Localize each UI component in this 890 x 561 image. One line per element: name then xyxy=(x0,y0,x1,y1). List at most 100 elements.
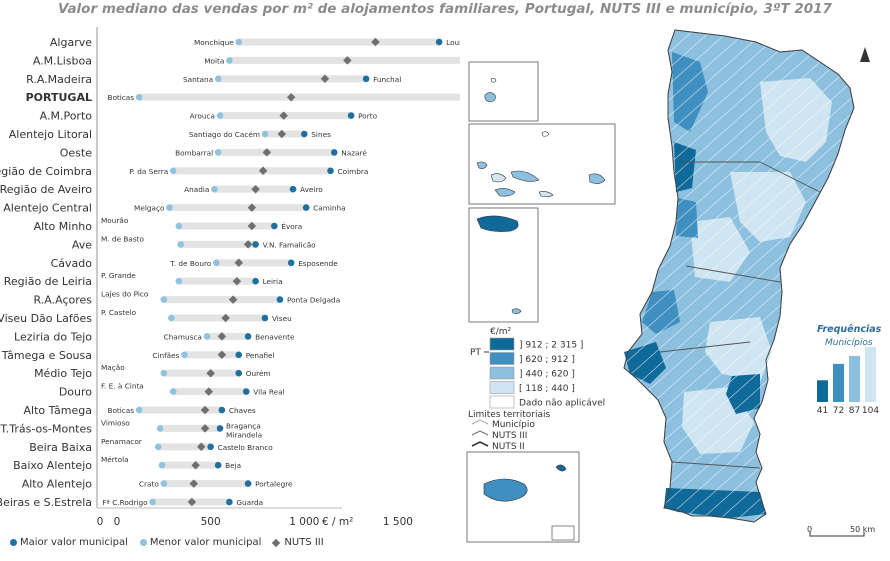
range-bar xyxy=(218,75,367,83)
mainland-portugal xyxy=(623,29,855,523)
legend-class-label: ] 620 ; 912 ] xyxy=(519,355,575,365)
x-unit-label: € / m² xyxy=(322,516,353,528)
nuts-marker xyxy=(189,479,199,488)
max-dot xyxy=(218,406,226,414)
max-dot xyxy=(271,222,278,230)
row-label: Alto Minho xyxy=(34,220,93,233)
legend-nuts: NUTS III xyxy=(272,537,324,548)
row-label: A.M.Lisboa xyxy=(33,54,92,67)
nuts-marker xyxy=(232,276,242,286)
nuts-marker xyxy=(258,166,268,176)
legend-swatch xyxy=(489,352,515,365)
min-dot xyxy=(166,204,173,211)
min-dot xyxy=(214,75,222,83)
max-dot-icon xyxy=(10,539,17,546)
min-dot xyxy=(226,57,233,64)
max-dot xyxy=(252,241,259,248)
legend-class-label: ] 440 ; 620 ] xyxy=(519,370,575,380)
row-label: Alentejo Litoral xyxy=(9,128,92,141)
nuts-marker xyxy=(191,460,200,470)
max-dot xyxy=(327,167,334,175)
x-tick-label: 1 500 xyxy=(383,516,413,528)
min-municipality-label: Cinfães xyxy=(152,351,179,360)
row-label: Baixo Alentejo xyxy=(13,459,92,472)
legend-max: Maior valor municipal xyxy=(10,537,128,548)
page-title: Valor mediano das vendas por m² de aloja… xyxy=(58,1,832,17)
min-dot-icon xyxy=(139,539,147,546)
min-dot xyxy=(235,38,243,46)
max-dot xyxy=(242,388,250,395)
range-bar xyxy=(178,222,275,230)
min-municipality-label: F. E. à Cinta xyxy=(101,382,144,391)
max-municipality-label: Bragança xyxy=(226,421,261,430)
min-dot xyxy=(216,112,224,119)
frequency-value: 72 xyxy=(833,406,844,416)
row-label: Alentejo Central xyxy=(3,202,92,215)
scale-bar xyxy=(809,532,865,537)
island-shape xyxy=(476,161,488,169)
max-municipality-label: Guarda xyxy=(236,498,263,507)
frequency-bar xyxy=(865,346,876,402)
range-bar xyxy=(160,424,221,432)
min-municipality-label: Melgaço xyxy=(134,204,165,213)
max-municipality-label: Funchal xyxy=(373,75,401,84)
min-municipality-label: P. da Serra xyxy=(129,167,168,176)
max-dot xyxy=(287,259,295,267)
min-dot xyxy=(169,167,177,175)
min-dot xyxy=(175,277,183,285)
nuts-marker xyxy=(221,313,230,323)
max-dot xyxy=(261,314,269,322)
nuts-marker xyxy=(286,92,296,102)
nuts-marker xyxy=(279,111,288,120)
max-dot xyxy=(276,296,284,303)
frequency-value: 87 xyxy=(849,406,860,416)
min-dot xyxy=(158,461,166,469)
min-dot xyxy=(135,93,143,101)
range-bar xyxy=(180,240,256,248)
choropleth-map: €/m² PT ] 912 ; 2 315 ]] 620 ; 912 ]] 44… xyxy=(466,29,882,543)
max-municipality-label: Esposende xyxy=(298,259,338,268)
row-label: Alto Alentejo xyxy=(22,478,93,491)
island-shape xyxy=(538,191,554,198)
inset-box-regions xyxy=(466,451,580,543)
range-bar xyxy=(238,38,440,46)
row-label: Douro xyxy=(59,386,92,399)
max-dot xyxy=(226,498,233,506)
row-label: Tâmega e Sousa xyxy=(1,349,92,362)
min-municipality-label: Arouca xyxy=(190,112,215,121)
min-dot xyxy=(177,241,184,248)
max-municipality-label: Ourém xyxy=(246,369,271,378)
min-municipality-label: Moita xyxy=(204,56,224,65)
row-label: R.A.Açores xyxy=(34,294,93,307)
min-municipality-label: Santana xyxy=(183,75,213,84)
range-bar xyxy=(139,406,222,414)
min-dot xyxy=(154,443,162,451)
legend-class-label: Dado não aplicável xyxy=(519,399,605,409)
max-municipality-label: Castelo Branco xyxy=(218,443,274,452)
min-municipality-label: P. Castelo xyxy=(101,308,137,317)
row-label: Médio Tejo xyxy=(34,367,92,380)
max-municipality-label: Caminha xyxy=(313,204,345,213)
island-shape xyxy=(511,308,522,314)
legend-min: Menor valor municipal xyxy=(139,537,261,548)
legend-swatch xyxy=(489,366,515,380)
range-bar xyxy=(169,204,307,212)
inset-mini-box xyxy=(551,525,575,541)
min-municipality-label: Anadia xyxy=(184,185,209,194)
min-dot xyxy=(135,406,143,414)
max-dot xyxy=(347,112,355,119)
range-bar xyxy=(216,259,292,267)
min-municipality-label: Mação xyxy=(101,363,125,372)
limits-title: Limites territoriais xyxy=(468,410,550,420)
min-municipality-label: Vimioso xyxy=(101,418,130,427)
legend-max-label: Maior valor municipal xyxy=(20,537,128,548)
max-dot xyxy=(362,75,370,83)
island-shape xyxy=(541,131,550,137)
min-dot xyxy=(212,259,220,267)
frequency-bar xyxy=(849,355,860,402)
row-label: Leziria do Tejo xyxy=(14,330,92,343)
nuts-marker xyxy=(206,368,215,378)
x-tick-origin: 0 xyxy=(97,516,104,528)
max-municipality-label: Portalegre xyxy=(255,480,293,489)
legend-class-label: [ 118 ; 440 ] xyxy=(519,384,575,394)
